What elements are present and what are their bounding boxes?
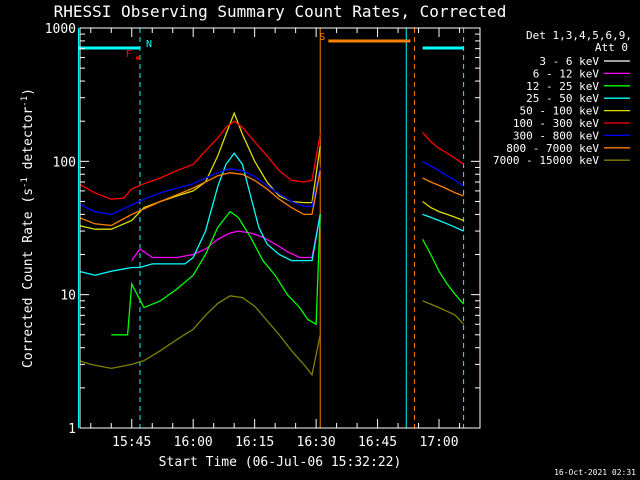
legend-label-8: 800 - 7000 keV xyxy=(506,142,599,155)
y-axis-label: Corrected Count Rate (s-1 detector-1) xyxy=(20,88,36,368)
series-line-6 xyxy=(80,120,464,200)
x-tick-label: 16:45 xyxy=(358,435,397,450)
x-axis: 15:45 16:00 16:15 16:30 16:45 17:00 xyxy=(90,28,481,450)
y-tick-label: 1000 xyxy=(45,22,76,37)
generation-timestamp: 16-Oct-2021 02:31 xyxy=(554,468,636,477)
legend-label-5: 50 - 100 keV xyxy=(520,105,600,118)
y-axis: 1 10 100 1000 xyxy=(45,22,480,437)
series-line-2 xyxy=(131,214,321,261)
flag-label-F: F xyxy=(126,49,132,60)
plot-frame xyxy=(79,27,481,429)
legend-label-7: 300 - 800 keV xyxy=(513,129,599,142)
observing-flag-bars: N F S xyxy=(78,32,464,60)
flag-label-S: S xyxy=(319,32,325,43)
legend-title-line-1: Det 1,3,4,5,6,9, xyxy=(526,29,632,42)
series-lines xyxy=(80,111,465,377)
y-tick-label: 1 xyxy=(68,422,76,437)
legend-title-line-2: Att 0 xyxy=(595,41,628,54)
legend-label-4: 25 - 50 keV xyxy=(526,92,599,105)
x-tick-label: 16:15 xyxy=(235,435,274,450)
y-tick-label: 10 xyxy=(60,289,76,304)
x-tick-label: 15:45 xyxy=(112,435,151,450)
time-markers xyxy=(77,28,465,428)
flag-label-N: N xyxy=(146,39,152,50)
legend-label-9: 7000 - 15000 keV xyxy=(493,154,599,167)
legend-label-1: 3 - 6 keV xyxy=(539,55,599,68)
legend-label-2: 6 - 12 keV xyxy=(533,67,600,80)
chart-title: RHESSI Observing Summary Count Rates, Co… xyxy=(54,2,507,21)
legend-label-3: 12 - 25 keV xyxy=(526,80,599,93)
series-line-9 xyxy=(80,295,465,377)
series-line-8 xyxy=(80,170,464,227)
y-tick-label: 100 xyxy=(53,155,76,170)
x-tick-label: 16:00 xyxy=(174,435,213,450)
x-tick-label: 16:30 xyxy=(297,435,336,450)
series-line-3 xyxy=(111,210,465,336)
legend-label-6: 100 - 300 keV xyxy=(513,117,599,130)
series-line-7 xyxy=(80,160,464,216)
x-tick-label: 17:00 xyxy=(419,435,458,450)
x-axis-label: Start Time (06-Jul-06 15:32:22) xyxy=(159,455,402,470)
